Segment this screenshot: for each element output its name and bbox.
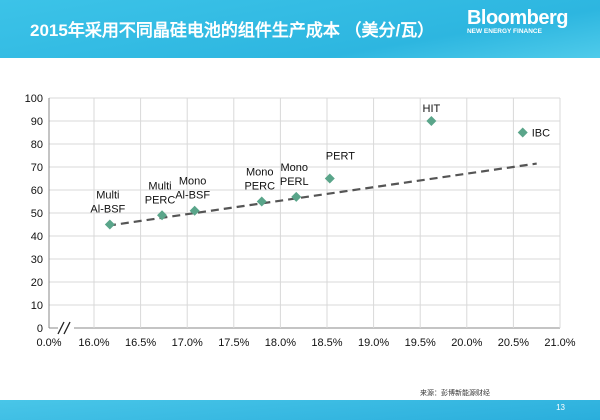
axis-break-icon [63,321,71,335]
data-label: Mono PERC [244,167,275,193]
axis-break-icon [57,321,65,335]
x-tick-label: 16.0% [78,337,109,349]
x-tick-label: 17.0% [172,337,203,349]
data-point-marker [256,196,267,207]
bloomberg-logo: Bloomberg NEW ENERGY FINANCE [466,7,569,36]
data-point-marker [189,205,200,216]
x-tick-label: 17.5% [218,337,249,349]
data-label: IBC [532,128,550,140]
data-label: Multi PERC [145,180,176,206]
slide-title: 2015年采用不同晶硅电池的组件生产成本 （美分/瓦） [30,21,435,40]
trendline [107,162,537,227]
x-tick-label: 21.0% [544,337,575,349]
y-tick-label: 60 [31,185,43,197]
y-tick-label: 50 [31,208,43,220]
x-tick-label: 0.0% [36,337,61,349]
y-tick-label: 30 [31,254,43,266]
y-tick-label: 0 [37,323,43,335]
y-tick-label: 100 [25,93,43,105]
data-label: PERT [326,151,355,163]
y-tick-label: 10 [31,300,43,312]
x-tick-label: 18.5% [311,337,342,349]
data-label: Multi Al-BSF [90,190,125,216]
data-point-marker [517,127,528,138]
data-label: HIT [423,103,441,115]
x-tick-label: 20.5% [498,337,529,349]
y-tick-label: 20 [31,277,43,289]
data-label: Mono PERL [280,162,309,188]
logo-sub: NEW ENERGY FINANCE [466,28,542,35]
x-tick-label: 20.0% [451,337,482,349]
page-number: 13 [556,403,565,412]
source-note: 来源：彭博新能源财经 [420,389,490,397]
logo-main: Bloomberg [466,7,569,29]
y-tick-label: 70 [31,162,43,174]
data-point-marker [291,191,302,202]
x-tick-label: 16.5% [125,337,156,349]
x-tick-label: 18.0% [265,337,296,349]
data-label: Mono Al-BSF [175,176,210,202]
y-tick-label: 80 [31,139,43,151]
data-point-marker [324,173,335,184]
data-point-marker [157,210,168,221]
x-tick-label: 19.5% [405,337,436,349]
header-bar: 2015年采用不同晶硅电池的组件生产成本 （美分/瓦） Bloomberg NE… [0,0,600,58]
data-point-marker [426,116,437,126]
data-point-marker [104,219,115,230]
x-tick-label: 19.0% [358,337,389,349]
y-tick-label: 40 [31,231,43,243]
footer-bar: 13 [0,400,600,420]
y-tick-label: 90 [31,116,43,128]
